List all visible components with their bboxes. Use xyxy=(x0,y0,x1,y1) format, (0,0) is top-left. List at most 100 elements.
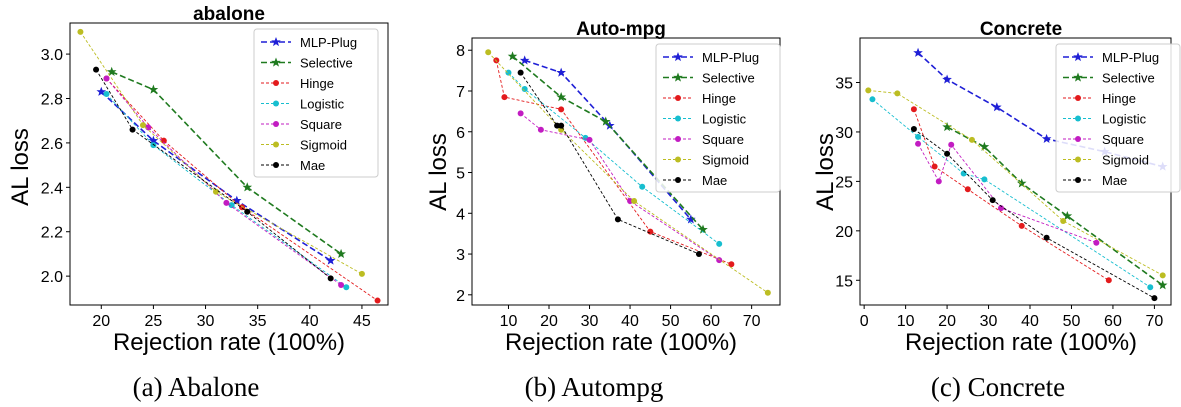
x-tick-label: 60 xyxy=(702,313,720,330)
plot-frame xyxy=(69,22,389,306)
legend-box xyxy=(1055,43,1181,193)
data-point-logistic xyxy=(869,96,876,103)
series-logistic xyxy=(869,96,1154,291)
data-point-hinge xyxy=(1105,277,1112,284)
data-point-logistic xyxy=(716,240,723,247)
x-tick-label: 70 xyxy=(1146,313,1164,330)
data-point-hinge xyxy=(1018,222,1025,229)
data-point-hinge xyxy=(910,106,917,113)
legend-label-square: Square xyxy=(1102,132,1144,147)
data-point-hinge xyxy=(728,261,735,268)
series-square xyxy=(103,75,345,289)
x-tick-label: 30 xyxy=(581,313,599,330)
subfigure-caption: (a) Abalone xyxy=(133,372,260,402)
y-tick-label: 20 xyxy=(835,224,853,241)
data-point-square xyxy=(1093,239,1100,246)
data-point-square xyxy=(716,257,723,264)
subfigure-caption: (b) Autompg xyxy=(525,372,664,402)
x-tick-label: 40 xyxy=(301,313,319,330)
data-point-square xyxy=(915,140,922,147)
legend-box xyxy=(655,43,781,193)
y-tick-label: 2.6 xyxy=(41,136,63,153)
y-tick-label: 7 xyxy=(456,84,465,101)
data-point-selective xyxy=(148,84,159,94)
data-point-sigmoid xyxy=(865,87,872,94)
data-point-square xyxy=(103,75,110,82)
legend-marker-mae xyxy=(1075,177,1081,183)
series-selective xyxy=(106,66,346,259)
data-point-square xyxy=(586,136,593,143)
data-point-mae xyxy=(244,208,251,215)
data-point-sigmoid xyxy=(894,90,901,97)
series-mae xyxy=(93,66,334,282)
series-sigmoid xyxy=(865,87,1166,279)
legend: MLP-Plug Selective Hinge Logistic Square Sigm… xyxy=(655,43,781,193)
data-point-selective xyxy=(336,248,346,259)
legend-box xyxy=(253,28,379,178)
legend-marker-selective xyxy=(673,72,683,82)
series-selective xyxy=(507,51,708,234)
series-line-mlp-plug xyxy=(100,91,332,262)
data-point-square xyxy=(948,141,955,148)
data-point-mlp-plug xyxy=(519,55,530,65)
legend: MLP-Plug Selective Hinge Logistic Square Sigm… xyxy=(253,28,379,178)
legend-label-selective: Selective xyxy=(300,56,353,71)
x-tick-label: 40 xyxy=(621,313,639,330)
data-point-sigmoid xyxy=(631,198,638,205)
series-line-selective xyxy=(111,71,342,255)
y-tick-label: 25 xyxy=(835,174,853,191)
y-tick-label: 30 xyxy=(835,125,853,142)
series-mae xyxy=(910,125,1158,302)
series-line-mlp-plug xyxy=(524,59,692,220)
data-point-logistic xyxy=(343,284,350,291)
data-point-mlp-plug xyxy=(325,255,336,265)
x-tick-label: 50 xyxy=(1063,313,1081,330)
data-point-logistic xyxy=(228,202,235,209)
data-point-logistic xyxy=(915,133,922,140)
legend-marker-selective xyxy=(1073,72,1083,82)
data-point-hinge xyxy=(501,94,508,101)
legend-marker-sigmoid xyxy=(273,141,279,148)
data-point-mlp-plug xyxy=(556,67,566,77)
data-point-mlp-plug xyxy=(1041,133,1052,143)
data-point-selective xyxy=(507,51,518,61)
series-logistic xyxy=(103,91,350,291)
x-axis-label: Rejection rate (100%) xyxy=(505,329,737,356)
data-point-mae xyxy=(910,125,917,132)
x-tick-label: 25 xyxy=(145,313,163,330)
legend-label-mae: Mae xyxy=(300,158,325,173)
data-point-mae xyxy=(695,251,702,258)
data-point-logistic xyxy=(960,170,967,177)
data-point-sigmoid xyxy=(358,270,365,277)
legend-marker-square xyxy=(1075,136,1081,142)
series-hinge xyxy=(910,106,1112,284)
data-point-mae xyxy=(129,126,136,133)
data-point-logistic xyxy=(981,176,988,183)
x-tick-label: 60 xyxy=(1104,313,1122,330)
x-tick-label: 10 xyxy=(897,313,915,330)
legend-marker-mae xyxy=(273,162,279,168)
legend-label-hinge: Hinge xyxy=(300,76,334,91)
legend-marker-mlp-plug xyxy=(271,36,281,47)
x-tick-label: 10 xyxy=(500,313,518,330)
data-point-mae xyxy=(93,66,100,73)
data-point-sigmoid xyxy=(139,122,146,129)
data-point-logistic xyxy=(150,142,157,149)
series-sigmoid xyxy=(485,49,771,296)
legend-label-hinge: Hinge xyxy=(1102,91,1136,106)
data-point-mlp-plug xyxy=(96,86,107,96)
data-point-selective xyxy=(242,182,253,192)
legend-label-square: Square xyxy=(300,117,342,132)
series-line-square xyxy=(106,78,342,286)
legend-label-logistic: Logistic xyxy=(300,97,345,112)
legend-label-mlp-plug: MLP-Plug xyxy=(300,35,357,50)
data-point-sigmoid xyxy=(1060,217,1067,224)
legend-label-mae: Mae xyxy=(702,173,727,188)
legend-label-sigmoid: Sigmoid xyxy=(702,153,749,168)
legend: MLP-Plug Selective Hinge Logistic Square Sigm… xyxy=(1055,43,1181,193)
panel-concrete: Concrete Rejection rate (100%) AL loss (… xyxy=(812,19,1181,402)
series-line-sigmoid xyxy=(487,51,769,294)
series-square xyxy=(915,140,1100,246)
legend-marker-sigmoid xyxy=(675,156,681,163)
x-tick-label: 50 xyxy=(662,313,680,330)
